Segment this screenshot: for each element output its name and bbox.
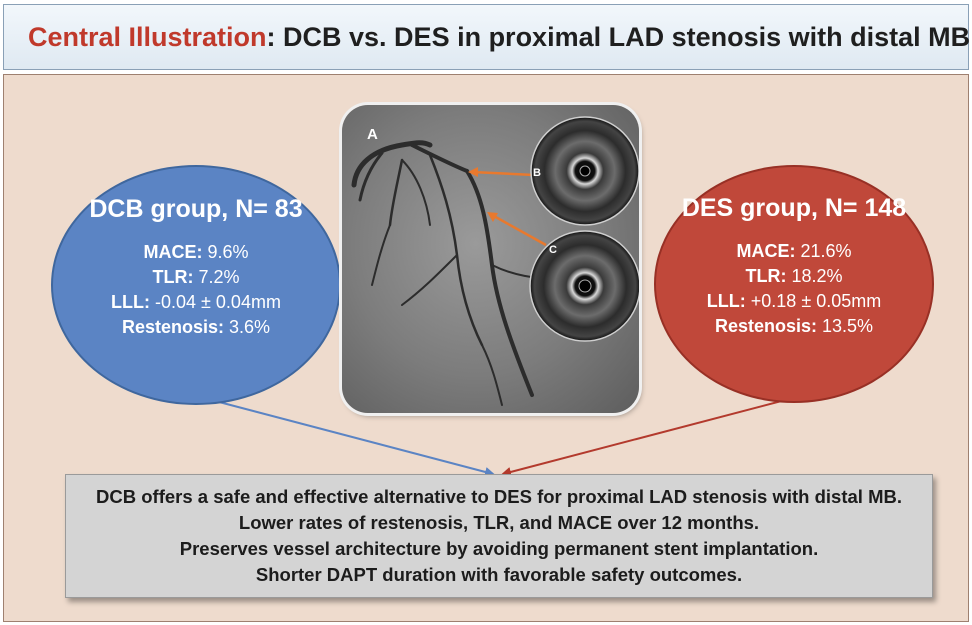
- dcb-lll: LLL: -0.04 ± 0.04mm: [111, 292, 281, 312]
- title-text: : DCB vs. DES in proximal LAD stenosis w…: [266, 21, 971, 52]
- angiogram-image: A B C: [342, 105, 639, 413]
- summary-box: DCB offers a safe and effective alternat…: [65, 474, 933, 598]
- des-group-circle: DES group, N= 148 MACE: 21.6% TLR: 18.2%…: [654, 165, 934, 403]
- dcb-stats: MACE: 9.6% TLR: 7.2% LLL: -0.04 ± 0.04mm…: [53, 240, 339, 340]
- angiogram-graphic: A B C: [351, 116, 639, 406]
- des-restenosis: Restenosis: 13.5%: [714, 316, 874, 336]
- des-heading: DES group, N= 148: [681, 194, 907, 222]
- summary-line: DCB offers a safe and effective alternat…: [96, 486, 902, 507]
- dcb-restenosis: Restenosis: 3.6%: [121, 317, 271, 337]
- title-bar: Central Illustration: DCB vs. DES in pro…: [3, 4, 971, 70]
- des-lll: LLL: +0.18 ± 0.05mm: [706, 291, 882, 311]
- dcb-mace: MACE: 9.6%: [143, 242, 249, 262]
- des-tlr: TLR: 18.2%: [745, 266, 843, 286]
- dcb-tlr: TLR: 7.2%: [152, 267, 240, 287]
- label-a: A: [367, 126, 378, 143]
- summary-line: Shorter DAPT duration with favorable saf…: [255, 564, 743, 585]
- catheter: [351, 140, 433, 188]
- dcb-heading: DCB group, N= 83: [89, 195, 303, 223]
- summary-line: Preserves vessel architecture by avoidin…: [179, 538, 819, 559]
- des-mace: MACE: 21.6%: [736, 241, 852, 261]
- dcb-group-circle: DCB group, N= 83 MACE: 9.6% TLR: 7.2% LL…: [51, 165, 341, 405]
- des-stats: MACE: 21.6% TLR: 18.2% LLL: +0.18 ± 0.05…: [656, 239, 932, 339]
- title-accent: Central Illustration: [28, 21, 267, 52]
- summary-line: Lower rates of restenosis, TLR, and MACE…: [238, 512, 760, 533]
- label-b: B: [533, 167, 541, 179]
- label-c: C: [549, 244, 557, 256]
